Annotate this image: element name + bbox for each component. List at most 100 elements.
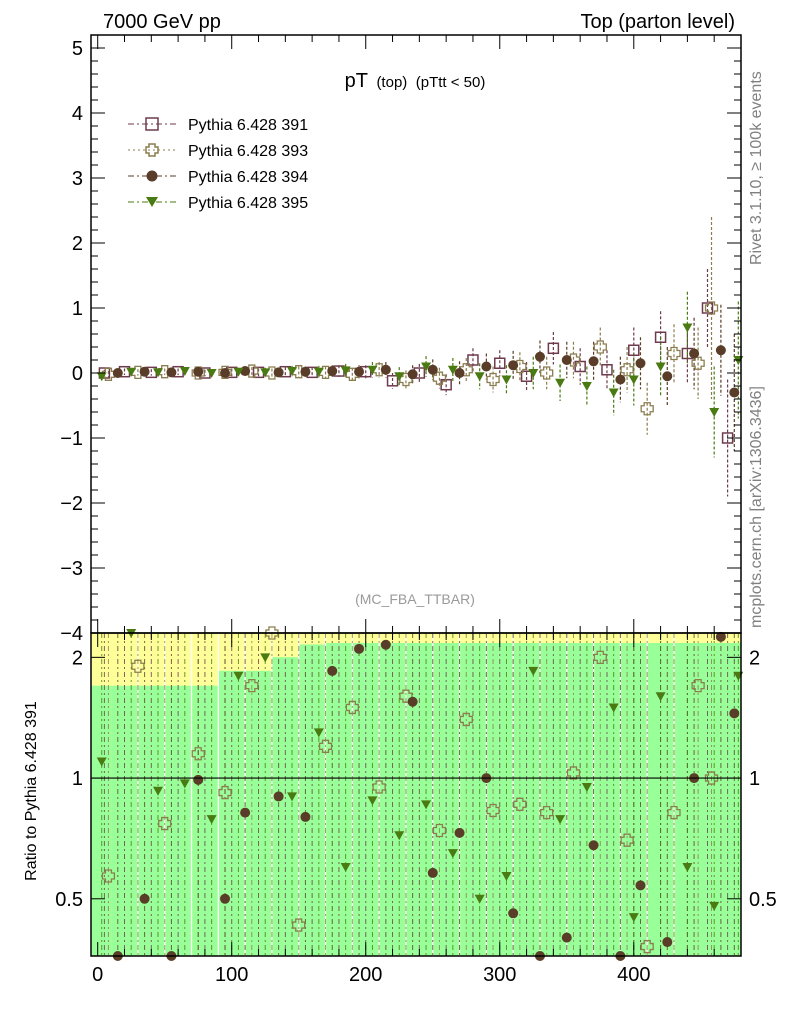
- ratio-marker: [380, 639, 391, 650]
- main-marker: [534, 351, 545, 362]
- ratio-marker: [265, 626, 279, 640]
- main-marker: [432, 371, 447, 385]
- main-marker: [287, 367, 298, 377]
- main-ytick-label: 2: [72, 233, 83, 255]
- main-marker: [313, 367, 324, 377]
- ratio-band-inner: [714, 643, 741, 956]
- main-marker: [407, 369, 418, 380]
- ratio-marker: [354, 643, 365, 654]
- main-marker: [508, 360, 519, 371]
- ratio-marker: [96, 757, 107, 767]
- main-marker: [354, 366, 365, 377]
- legend-entry-393: Pythia 6.428 393: [128, 143, 308, 160]
- legend-label-394: Pythia 6.428 394: [188, 169, 308, 186]
- main-marker: [447, 365, 458, 375]
- ratio-marker: [715, 631, 726, 642]
- ratio-uncertainty-bands: [91, 633, 741, 956]
- ratio-marker: [340, 863, 351, 873]
- main-ytick-label: −3: [60, 558, 83, 580]
- xtick-label: 100: [215, 964, 248, 986]
- ratio-marker: [292, 918, 306, 932]
- ratio-marker: [407, 696, 418, 707]
- main-marker: [528, 369, 539, 378]
- main-marker: [126, 367, 137, 377]
- analysis-tag: (MC_FBA_TTBAR): [355, 591, 475, 607]
- main-marker: [240, 366, 251, 377]
- ratio-ytick-label-right: 2: [749, 647, 760, 669]
- main-marker: [628, 375, 639, 385]
- ratio-band-inner: [567, 643, 593, 956]
- main-marker: [729, 387, 740, 398]
- ratio-marker: [454, 827, 465, 838]
- legend-label-393: Pythia 6.428 393: [188, 143, 308, 160]
- ratio-marker: [139, 893, 150, 904]
- ratio-band-inner: [299, 644, 325, 956]
- ratio-marker: [233, 671, 244, 681]
- ratio-marker: [158, 816, 172, 831]
- ratio-marker: [528, 666, 539, 676]
- ratio-marker: [394, 831, 405, 841]
- main-marker: [300, 366, 311, 377]
- main-marker: [96, 372, 107, 382]
- ratio-marker: [367, 796, 378, 806]
- ratio-marker: [655, 692, 666, 702]
- legend: Pythia 6.428 391 Pythia 6.428 393 Pythia…: [128, 117, 308, 212]
- ratio-marker: [662, 937, 673, 948]
- main-marker: [486, 372, 500, 387]
- main-marker: [474, 372, 485, 382]
- main-marker: [327, 366, 338, 377]
- main-marker: [427, 364, 438, 375]
- ratio-ytick-label-left: 1: [72, 768, 83, 790]
- main-marker: [501, 375, 512, 385]
- main-marker: [608, 388, 619, 398]
- main-marker: [701, 302, 714, 314]
- ratio-marker: [193, 774, 204, 785]
- ratio-marker: [245, 678, 259, 693]
- ratio-marker: [508, 908, 519, 919]
- rivet-label: Rivet 3.1.10, ≥ 100k events: [748, 71, 765, 265]
- ratio-marker: [566, 766, 581, 780]
- plot-title-sub2: (pTtt < 50): [416, 74, 486, 91]
- ratio-marker: [540, 805, 554, 820]
- ratio-marker: [640, 939, 654, 954]
- ratio-ytick-label-left: 2: [72, 647, 83, 669]
- main-marker: [682, 323, 693, 333]
- ratio-marker: [704, 771, 719, 785]
- ratio-marker: [421, 800, 432, 810]
- ratio-marker: [318, 739, 333, 753]
- main-marker: [386, 375, 399, 387]
- axis-ticks: −4 −3 −2 −1 0 1 2 3 4 5 0.5 0.5 1 1 2 2 0 100 200 300 400: [55, 35, 777, 986]
- main-marker: [709, 408, 720, 417]
- header-right: Top (parton level): [580, 11, 735, 33]
- ratio-band-inner: [487, 643, 513, 956]
- ratio-marker: [561, 932, 572, 943]
- ratio-marker: [501, 871, 512, 881]
- ratio-marker: [447, 849, 458, 859]
- main-marker: [233, 367, 244, 377]
- ratio-marker: [345, 700, 359, 715]
- ratio-marker: [709, 901, 720, 911]
- ratio-frame: [90, 632, 742, 957]
- ratio-marker: [459, 712, 473, 727]
- ratio-marker: [220, 893, 231, 904]
- ratio-marker: [628, 913, 639, 923]
- main-marker: [139, 366, 150, 377]
- ratio-marker: [300, 811, 311, 822]
- plot-title-main: pT: [345, 70, 368, 92]
- xtick-label: 300: [483, 964, 516, 986]
- ratio-marker: [372, 780, 386, 794]
- main-marker: [367, 365, 378, 375]
- main-ytick-label: 0: [72, 363, 83, 385]
- main-marker: [561, 355, 572, 365]
- ratio-marker: [432, 823, 447, 838]
- main-ytick-label: 5: [72, 38, 83, 60]
- ratio-marker: [555, 815, 566, 825]
- legend-label-391: Pythia 6.428 391: [188, 117, 308, 134]
- ratio-marker: [191, 747, 205, 761]
- main-marker: [635, 358, 646, 369]
- main-marker: [459, 363, 473, 377]
- ratio-marker: [593, 650, 607, 664]
- xtick-label: 400: [617, 964, 650, 986]
- ratio-marker: [313, 728, 324, 738]
